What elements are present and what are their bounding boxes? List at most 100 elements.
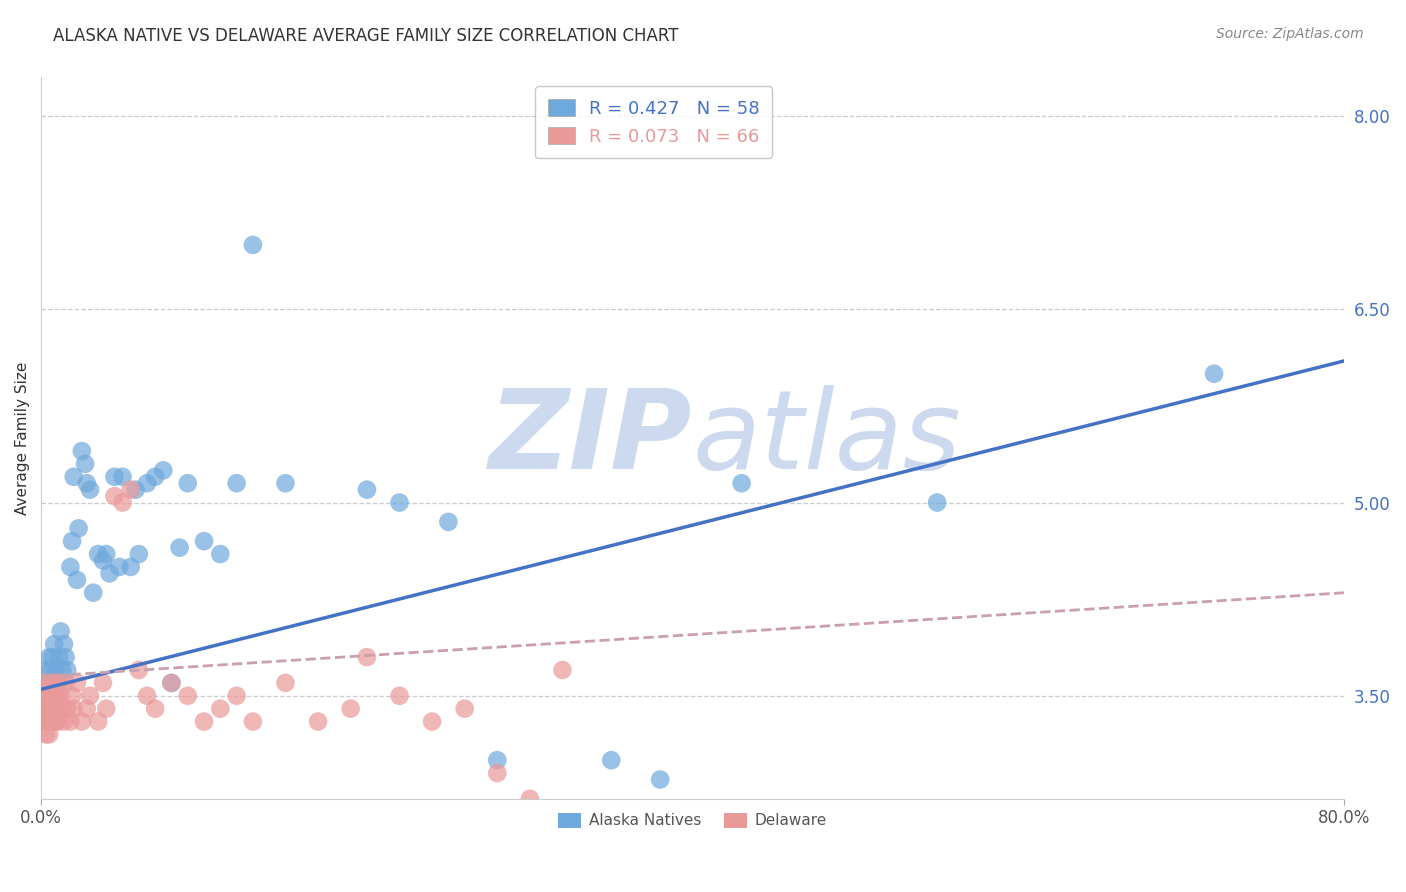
Point xyxy=(96,547,118,561)
Point xyxy=(45,663,67,677)
Point xyxy=(177,689,200,703)
Point xyxy=(34,695,56,709)
Point xyxy=(87,714,110,729)
Point xyxy=(927,495,949,509)
Point xyxy=(1202,367,1225,381)
Point xyxy=(60,534,83,549)
Point xyxy=(96,701,118,715)
Point xyxy=(62,470,84,484)
Point xyxy=(56,701,79,715)
Point xyxy=(38,727,60,741)
Point xyxy=(66,676,89,690)
Point xyxy=(31,701,53,715)
Point xyxy=(120,483,142,497)
Point xyxy=(111,470,134,484)
Point xyxy=(59,714,82,729)
Point xyxy=(39,676,62,690)
Point xyxy=(31,682,53,697)
Point xyxy=(209,547,232,561)
Point xyxy=(51,701,73,715)
Point xyxy=(75,457,97,471)
Point xyxy=(519,792,541,806)
Point xyxy=(35,676,58,690)
Point xyxy=(59,560,82,574)
Point xyxy=(55,650,77,665)
Point xyxy=(87,547,110,561)
Point xyxy=(34,676,56,690)
Point xyxy=(143,701,166,715)
Point xyxy=(209,701,232,715)
Point xyxy=(108,560,131,574)
Point xyxy=(70,444,93,458)
Point xyxy=(388,495,411,509)
Point xyxy=(143,470,166,484)
Point xyxy=(38,650,60,665)
Point xyxy=(388,689,411,703)
Point xyxy=(41,689,63,703)
Point xyxy=(46,689,69,703)
Point xyxy=(35,663,58,677)
Point xyxy=(41,714,63,729)
Point xyxy=(437,515,460,529)
Point xyxy=(356,650,378,665)
Point xyxy=(37,714,59,729)
Point xyxy=(120,560,142,574)
Point xyxy=(35,701,58,715)
Point xyxy=(193,534,215,549)
Point xyxy=(242,714,264,729)
Point xyxy=(37,701,59,715)
Point xyxy=(307,714,329,729)
Point xyxy=(45,701,67,715)
Point xyxy=(38,689,60,703)
Point xyxy=(56,663,79,677)
Point xyxy=(35,689,58,703)
Point xyxy=(48,650,70,665)
Point xyxy=(37,676,59,690)
Point xyxy=(46,676,69,690)
Point xyxy=(730,476,752,491)
Point xyxy=(91,553,114,567)
Point xyxy=(136,689,159,703)
Point xyxy=(39,689,62,703)
Point xyxy=(551,663,574,677)
Point xyxy=(44,689,66,703)
Legend: Alaska Natives, Delaware: Alaska Natives, Delaware xyxy=(553,806,834,835)
Point xyxy=(486,766,509,780)
Point xyxy=(177,476,200,491)
Point xyxy=(66,573,89,587)
Point xyxy=(44,701,66,715)
Point xyxy=(124,483,146,497)
Point xyxy=(31,714,53,729)
Point xyxy=(51,663,73,677)
Point xyxy=(76,701,98,715)
Point xyxy=(70,714,93,729)
Point xyxy=(37,689,59,703)
Point xyxy=(49,689,72,703)
Text: ALASKA NATIVE VS DELAWARE AVERAGE FAMILY SIZE CORRELATION CHART: ALASKA NATIVE VS DELAWARE AVERAGE FAMILY… xyxy=(53,27,679,45)
Point xyxy=(41,701,63,715)
Text: atlas: atlas xyxy=(693,384,962,491)
Point xyxy=(193,714,215,729)
Point xyxy=(79,483,101,497)
Point xyxy=(160,676,183,690)
Point xyxy=(49,624,72,639)
Point xyxy=(44,676,66,690)
Point xyxy=(41,650,63,665)
Point xyxy=(225,689,247,703)
Point xyxy=(52,714,75,729)
Point xyxy=(38,701,60,715)
Point xyxy=(650,772,672,787)
Point xyxy=(60,689,83,703)
Point xyxy=(45,676,67,690)
Point xyxy=(339,701,361,715)
Point xyxy=(91,676,114,690)
Point xyxy=(128,547,150,561)
Point xyxy=(600,753,623,767)
Point xyxy=(103,470,125,484)
Point xyxy=(52,637,75,651)
Point xyxy=(98,566,121,581)
Point xyxy=(67,521,90,535)
Y-axis label: Average Family Size: Average Family Size xyxy=(15,361,30,515)
Point xyxy=(55,676,77,690)
Point xyxy=(225,476,247,491)
